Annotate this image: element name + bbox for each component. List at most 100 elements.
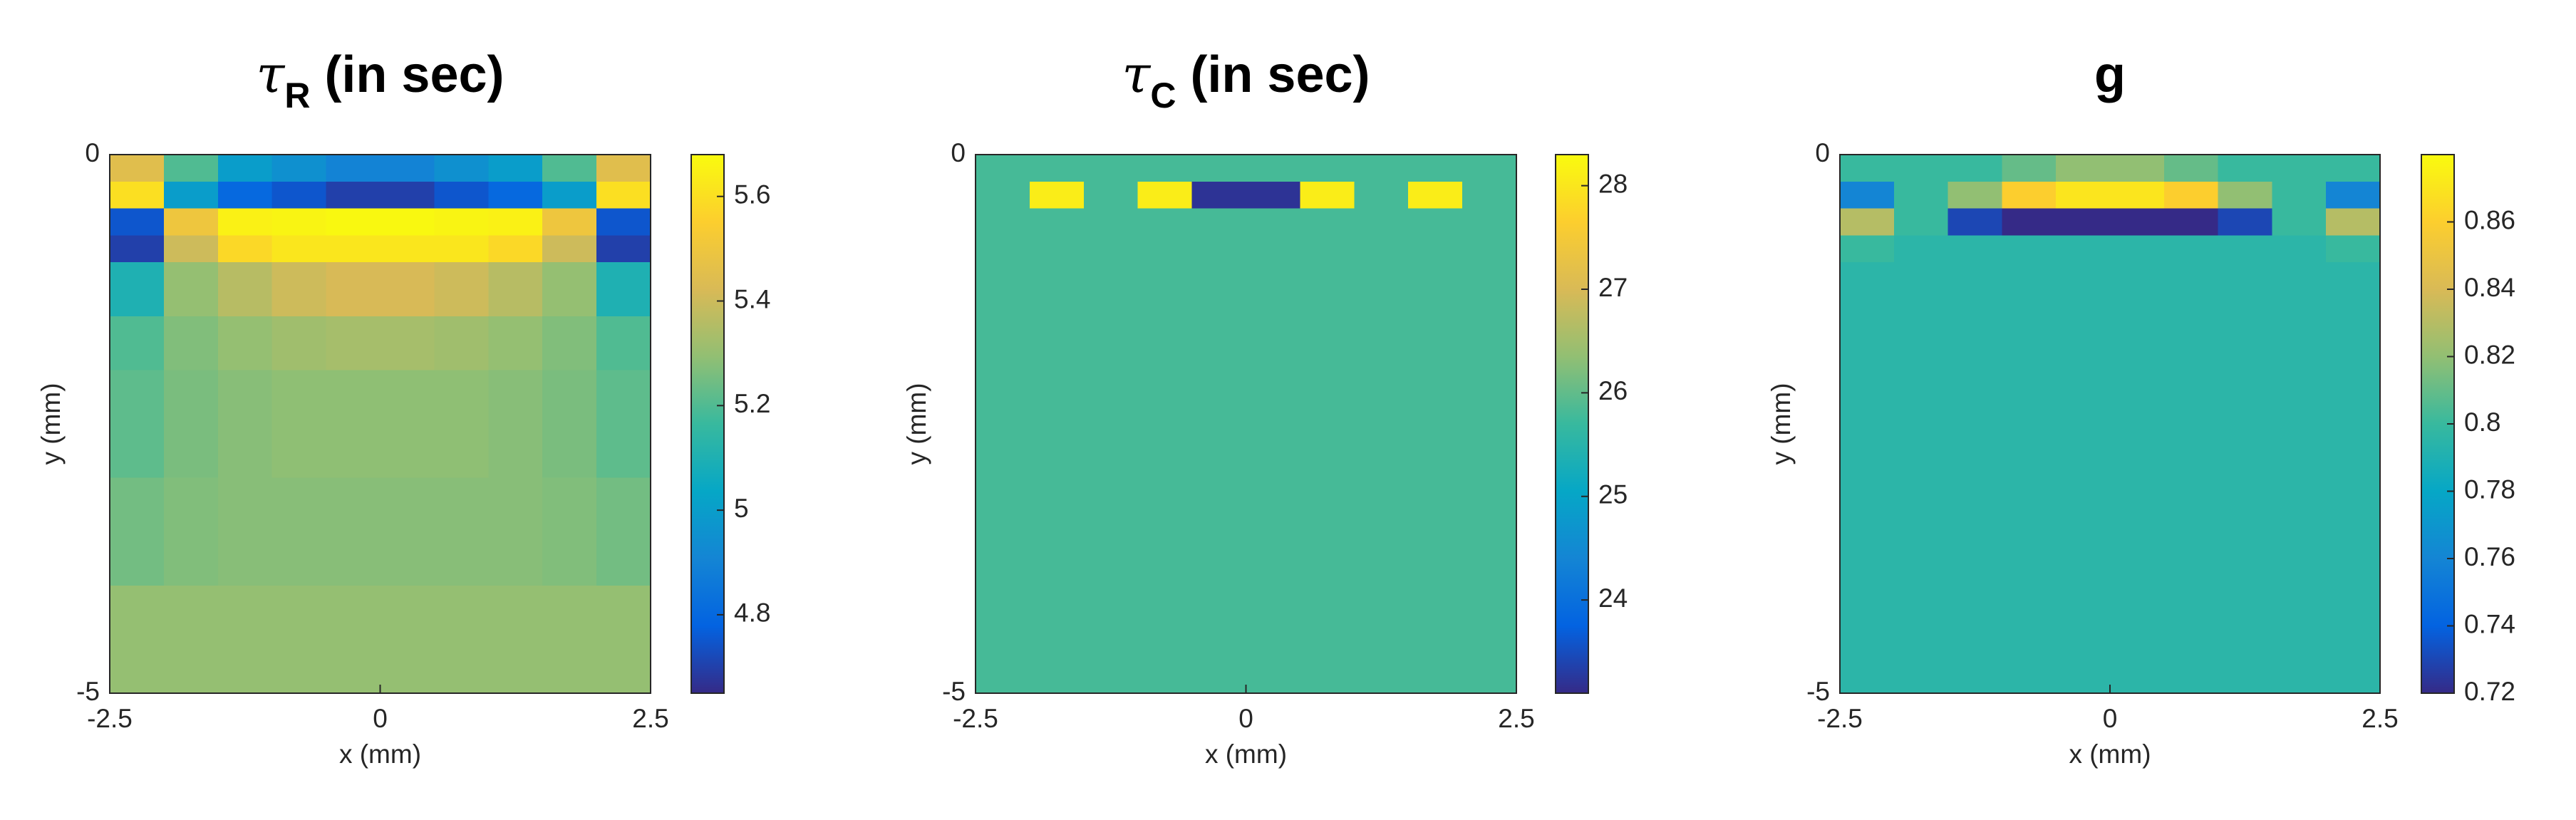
chart-title: τR (in sec) [256,44,504,115]
heatmap-cell [2056,235,2111,263]
heatmap-cell [271,155,327,182]
heatmap-cell [976,477,1030,586]
heatmap-cell [1840,585,1895,694]
heatmap-cell [596,155,651,182]
heatmap-cell [1840,316,1895,370]
heatmap-cell [2218,316,2272,370]
heatmap-cell [2056,370,2111,479]
heatmap-cell [488,208,543,236]
heatmap-cell [1246,208,1300,236]
heatmap-cell [2272,585,2327,694]
heatmap-cell [1840,208,1895,236]
heatmap-cell [110,155,165,182]
colorbar-tick-label: 0.82 [2464,340,2515,369]
heatmap-cell [434,262,489,317]
heatmap-cell [2326,235,2381,263]
heatmap-cell [488,262,543,317]
heatmap-cell [488,477,543,586]
heatmap-cell [1029,208,1085,236]
title-symbol: τ [1122,44,1151,104]
heatmap-cell [271,585,327,694]
heatmap-cell [1408,585,1463,694]
heatmap-cell [1246,181,1300,209]
heatmap-cell [217,235,273,263]
heatmap-cell [1354,208,1409,236]
heatmap-cell [217,155,273,182]
y-tick-label: -5 [942,677,966,706]
heatmap-cell [1246,262,1300,317]
heatmap-cell [110,316,165,370]
heatmap-cell [596,262,651,317]
heatmap-cell [1191,235,1246,263]
heatmap-cell [1354,477,1409,586]
heatmap-cell [1300,316,1355,370]
x-tick-label: 2.5 [2362,704,2398,733]
heatmap-cell [163,208,219,236]
y-axis-label: y (mm) [902,383,931,465]
colorbar-tick-label: 5.4 [734,284,770,313]
heatmap-cell [2163,477,2219,586]
heatmap-cell [2272,181,2327,209]
heatmap-cell [1893,235,1949,263]
heatmap-cell [217,208,273,236]
heatmap-cell [271,370,327,479]
chart-title: g [2094,46,2126,103]
colorbar-tick-label: 25 [1598,480,1628,509]
title-symbol: τ [256,44,285,104]
heatmap-cell [380,235,435,263]
heatmap-cell [1947,370,2002,479]
heatmap-cell [326,262,381,317]
heatmap-cell [1840,370,1895,479]
heatmap-cell [163,181,219,209]
heatmap-cell [110,262,165,317]
heatmap-cell [596,585,651,694]
heatmap-cell [2163,235,2219,263]
heatmap-cell [1191,370,1246,479]
heatmap-cell [326,155,381,182]
colorbar-tick-label: 0.84 [2464,273,2515,302]
heatmap-cell [434,477,489,586]
heatmap-cell [2002,262,2057,317]
heatmap-cell [1029,477,1085,586]
heatmap-cell [217,585,273,694]
heatmap-cell [1029,316,1085,370]
heatmap-cell [1462,262,1517,317]
heatmap-cell [1137,235,1193,263]
heatmap-cell [2218,181,2272,209]
heatmap-cell [1462,585,1517,694]
heatmap-cell [2218,208,2272,236]
heatmap-cell [1029,585,1085,694]
colorbar-tick-label: 24 [1598,583,1628,613]
heatmap-cell [380,585,435,694]
colorbar-tick-label: 0.78 [2464,474,2515,504]
heatmap-cell [1083,370,1139,479]
heatmap-cell [1246,155,1300,182]
colorbar-tick-label: 5 [734,494,749,523]
y-tick-label: -5 [1806,677,1830,706]
heatmap-cell [2110,477,2165,586]
heatmap-cell [1029,155,1085,182]
heatmap-cell [217,370,273,479]
heatmap-cell [380,370,435,479]
heatmap-cell [976,235,1030,263]
heatmap-cell [1893,155,1949,182]
heatmap-cell [2326,477,2381,586]
heatmap-cell [1191,262,1246,317]
heatmap-cell [1300,262,1355,317]
heatmap-cell [1246,370,1300,479]
x-tick-label: 2.5 [632,704,668,733]
heatmap-cell [2002,477,2057,586]
heatmap-cell [271,477,327,586]
heatmap-cell [1840,155,1895,182]
heatmap-cell [163,155,219,182]
heatmap-cell [1191,181,1246,209]
heatmap-cell [2110,262,2165,317]
heatmap-cell [1083,181,1139,209]
heatmap-cell [110,208,165,236]
heatmap-cell [380,262,435,317]
heatmap-cell [380,208,435,236]
heatmap-cell [2272,370,2327,479]
heatmap-cell [542,477,597,586]
heatmap-cell [1408,316,1463,370]
